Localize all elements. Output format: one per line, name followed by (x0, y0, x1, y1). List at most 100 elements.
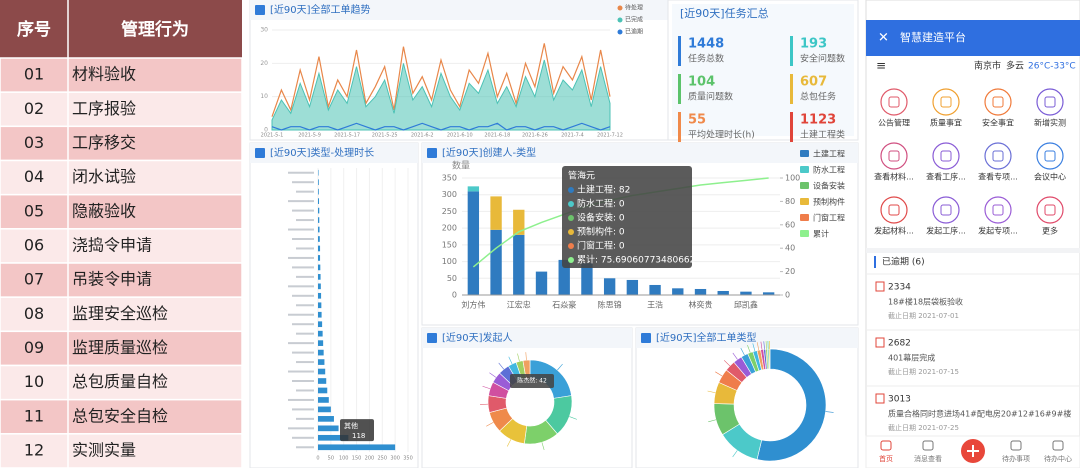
y-tick-placeholder (292, 408, 314, 411)
app-label: 质量事宜 (930, 118, 962, 128)
app-label: 安全事宜 (982, 118, 1014, 128)
panel-header (250, 0, 668, 20)
app-icon[interactable] (984, 142, 1012, 170)
y-tick-placeholder (288, 228, 314, 231)
item-due: 截止日期 2021-07-01 (888, 311, 959, 320)
leader-line (825, 411, 834, 413)
y-tick-placeholder (288, 370, 314, 373)
app-label: 发起材料... (874, 226, 914, 236)
app-icon[interactable] (984, 88, 1012, 116)
legend-swatch (800, 230, 809, 237)
cell: 04 (24, 167, 44, 186)
nav-label: 待办中心 (1044, 454, 1072, 463)
header-icon (641, 333, 651, 343)
section-title: 已逾期 (6) (882, 256, 925, 268)
panel-title: [近90天]全部工单类型 (656, 331, 757, 344)
legend-label: 土建工程 (813, 149, 845, 159)
app-icon[interactable] (984, 196, 1012, 224)
legend-label: 已完成 (625, 16, 643, 24)
table-row (0, 364, 243, 401)
cell: 01 (24, 65, 44, 84)
summary-bar (790, 74, 793, 104)
bar (318, 406, 331, 413)
summary-value: 607 (800, 75, 827, 90)
app-icon[interactable] (880, 196, 908, 224)
leader-line (525, 352, 527, 361)
app-glyph (1044, 96, 1056, 108)
header-icon (427, 333, 437, 343)
app-label: 会议中心 (1034, 172, 1066, 182)
x-tick-label: 50 (328, 456, 334, 462)
cell: 吊装令申请 (72, 270, 152, 289)
x-tick-label: 邱凯鑫 (734, 300, 758, 310)
y-tick-placeholder (288, 171, 314, 174)
cell: 实测实量 (72, 440, 136, 459)
cell: 工序报验 (72, 99, 136, 118)
y-tick-placeholder (288, 427, 314, 430)
app-label: 查看工序... (926, 172, 966, 182)
leader-line (506, 439, 512, 447)
x-tick-label: 2021-5-25 (372, 133, 398, 139)
header-cell: 序号 (17, 19, 51, 40)
bar (318, 179, 319, 186)
nav-icon[interactable] (1052, 440, 1064, 451)
app-glyph (992, 150, 1004, 162)
tooltip-dot (568, 201, 574, 207)
app-glyph (888, 96, 900, 108)
tooltip-text: 118 (352, 432, 365, 440)
tooltip-title: 管海元 (568, 170, 595, 182)
bar (318, 292, 322, 299)
y-tick-placeholder (292, 209, 314, 212)
panel (249, 142, 419, 468)
nav-icon[interactable] (880, 440, 892, 451)
tooltip-dot (568, 243, 574, 249)
y-tick-placeholder (296, 417, 314, 420)
y-tick-placeholder (292, 238, 314, 240)
app-icon[interactable] (932, 196, 960, 224)
cell: 09 (24, 338, 44, 357)
bar (318, 274, 321, 280)
tooltip-dot (568, 257, 574, 263)
y-tick-label: 0 (264, 127, 268, 134)
app-icon[interactable] (932, 142, 960, 170)
leader-line (569, 416, 577, 420)
tooltip-text: 陈杰然: 42 (517, 377, 547, 385)
header-icon (255, 5, 265, 15)
app-icon[interactable] (1036, 196, 1064, 224)
nav-icon[interactable] (922, 440, 934, 451)
bar (318, 416, 334, 422)
y-tick-placeholder (288, 200, 314, 203)
header-icon (427, 148, 437, 158)
app-glyph (940, 96, 952, 108)
legend-swatch (800, 150, 809, 157)
panel-title: [近90天]类型-处理时长 (270, 146, 374, 159)
table-row (0, 91, 243, 128)
nav-icon[interactable] (1010, 440, 1022, 451)
bar (513, 209, 525, 235)
y2-tick-label: 20 (785, 267, 795, 276)
item-id: 2682 (888, 339, 911, 349)
bar (318, 425, 339, 432)
bar (318, 226, 320, 233)
app-icon[interactable] (932, 88, 960, 116)
legend-label: 待处理 (625, 4, 643, 12)
item-icon (875, 337, 885, 348)
app-icon[interactable] (1036, 142, 1064, 170)
cell: 03 (24, 133, 44, 152)
y-tick-placeholder (288, 256, 314, 259)
legend-swatch (800, 214, 809, 221)
app-label: 发起专项... (978, 226, 1018, 236)
y-tick-placeholder (292, 380, 314, 382)
leader-line (508, 356, 513, 365)
panel-title: [近90天]全部工单趋势 (270, 3, 371, 16)
cell: 材料验收 (72, 65, 136, 84)
bar (318, 198, 320, 204)
panel-title: [近90天]任务汇总 (680, 6, 769, 20)
app-icon[interactable] (880, 142, 908, 170)
item-due: 截止日期 2021-07-25 (888, 423, 959, 432)
item-icon (875, 281, 885, 292)
x-tick-label: 2021-7-12 (597, 133, 623, 139)
app-icon[interactable] (1036, 88, 1064, 116)
app-icon[interactable] (880, 88, 908, 116)
